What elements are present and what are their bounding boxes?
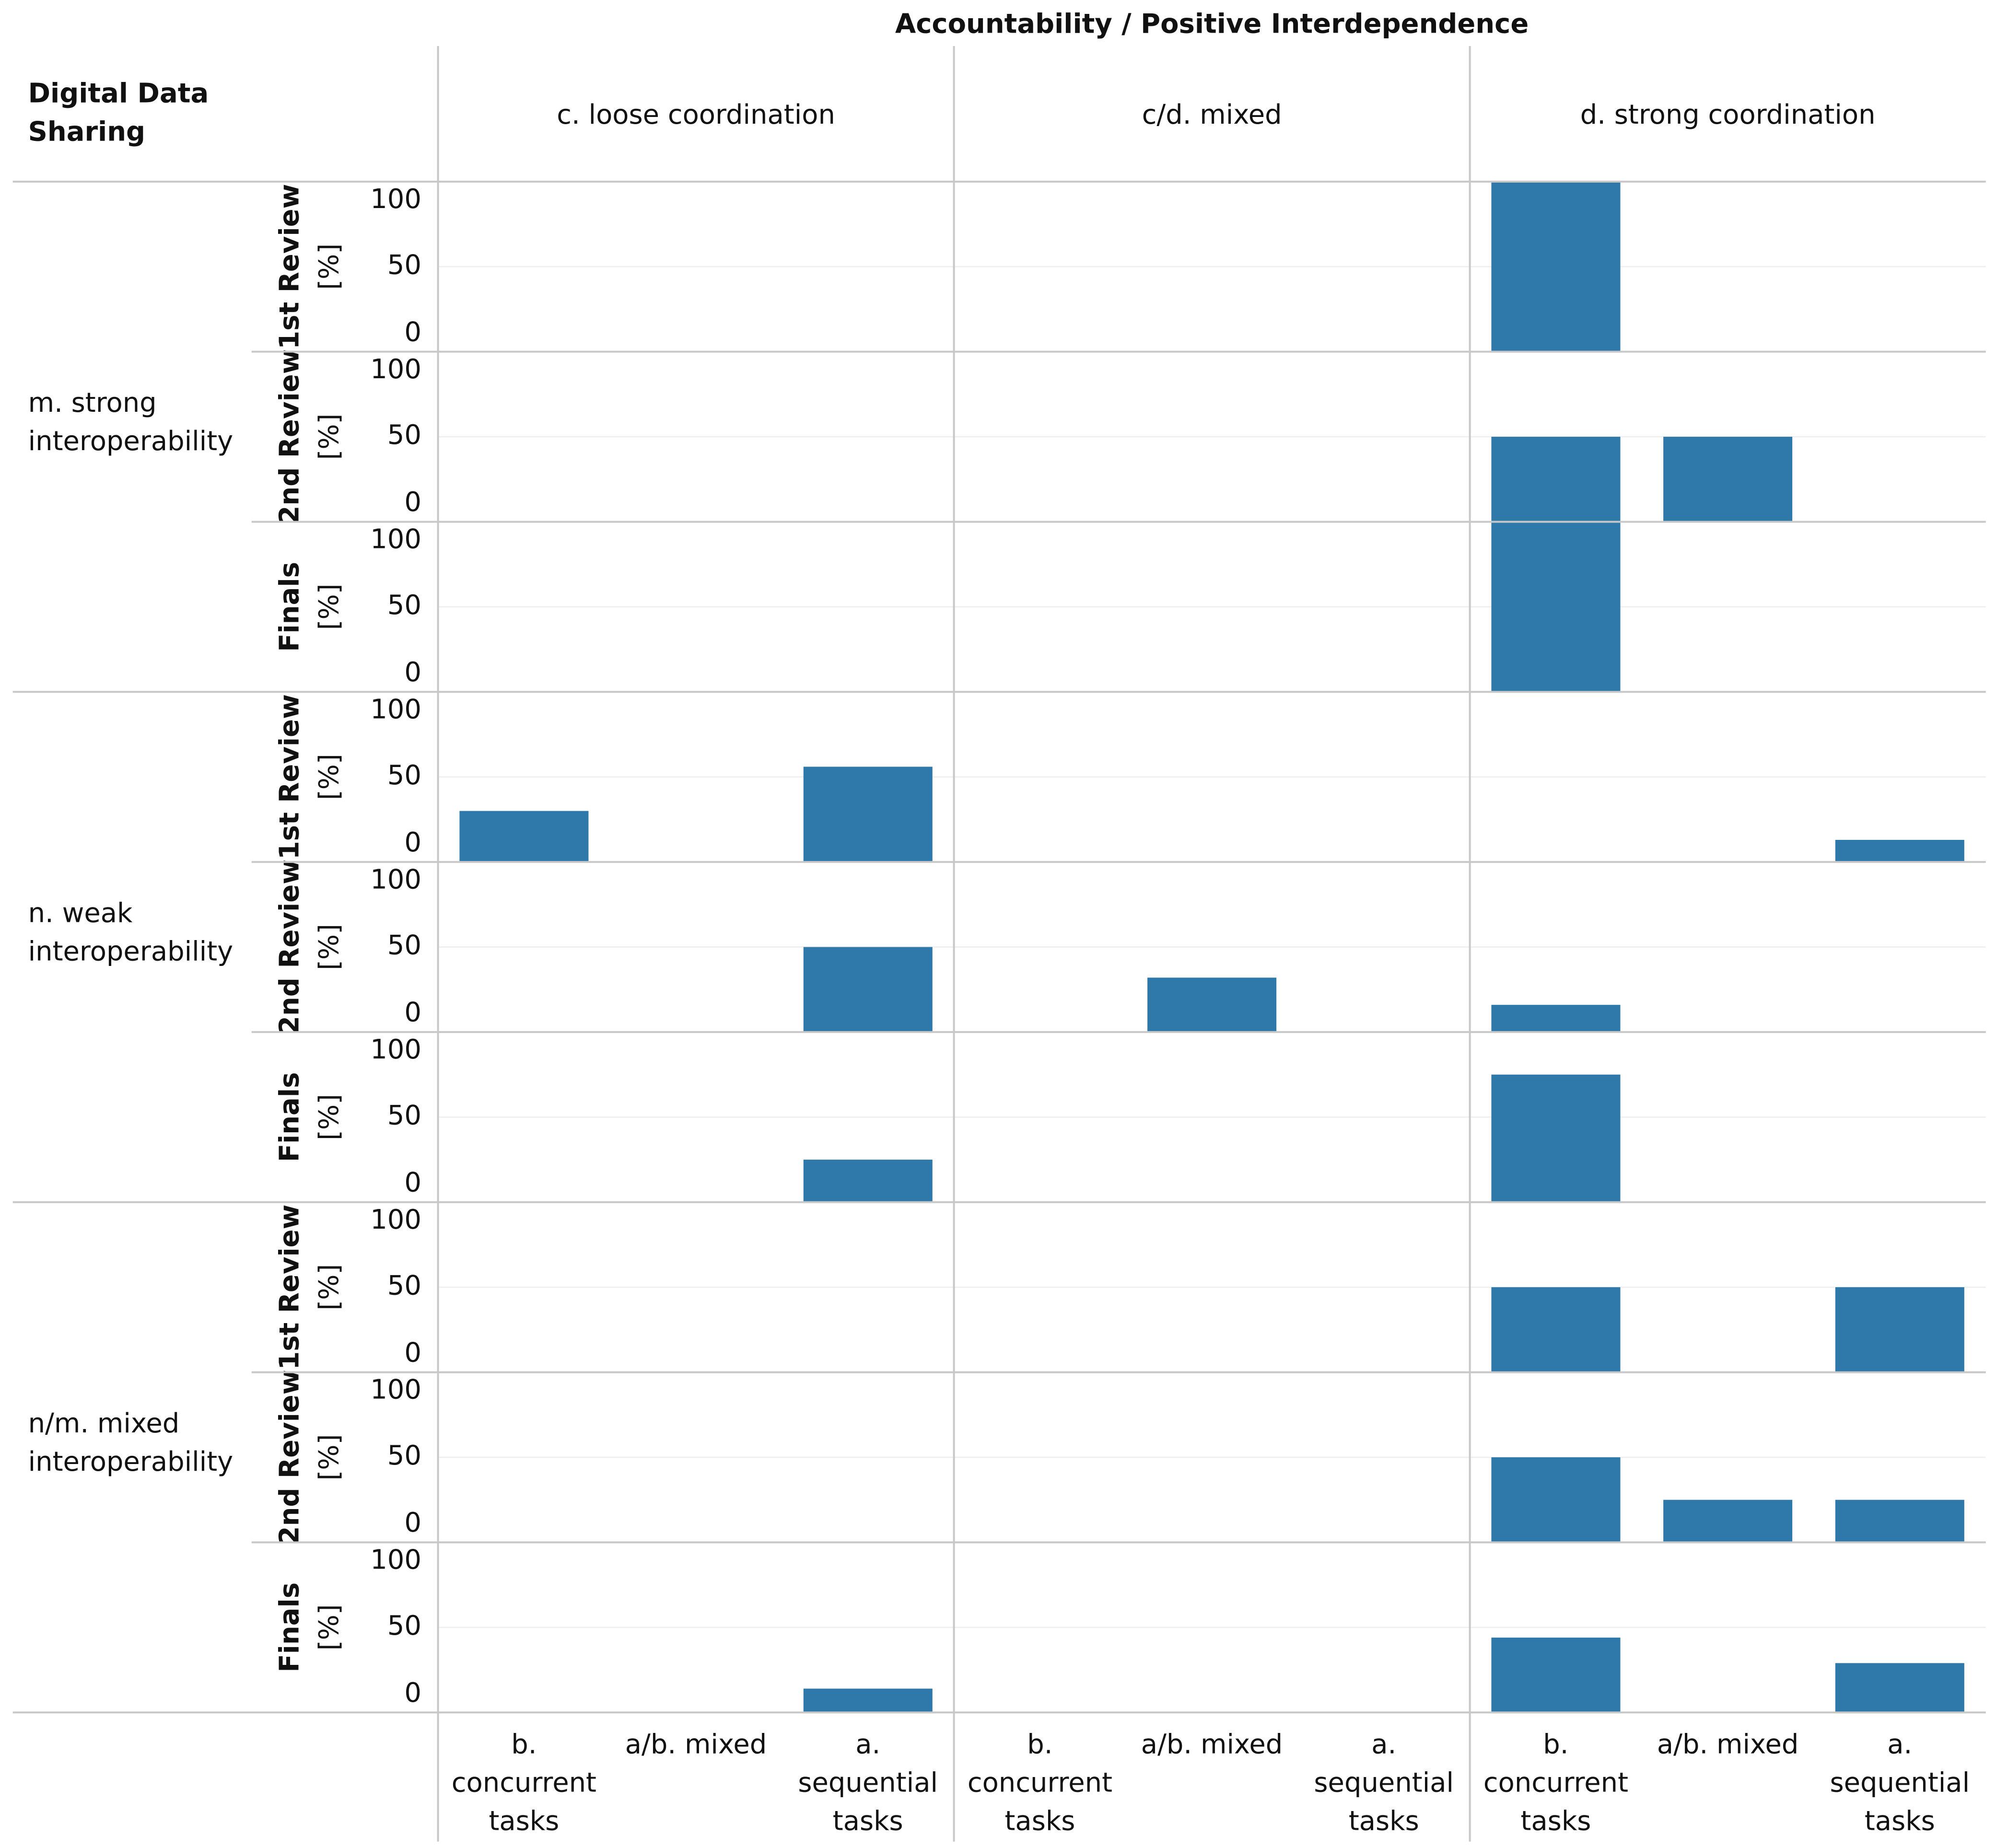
row-label: m. strong interoperability [28,387,233,456]
x-tick-label: a. sequential tasks [1314,1729,1454,1836]
y-tick-label: 50 [387,249,421,280]
measure-label: 1st Review [274,1205,305,1370]
y-tick-label: 0 [404,316,421,348]
measure-label: 1st Review [274,184,305,349]
measure-unit: [%] [314,1434,345,1481]
x-tick-label-box: b. concurrent tasks [451,1729,597,1836]
bar [1835,1499,1964,1543]
x-tick-label-box: a/b. mixed [1657,1729,1799,1760]
y-tick-label: 100 [370,694,421,725]
y-tick-label: 0 [404,487,421,518]
row-label: n/m. mixed interoperability [28,1407,233,1476]
row-label: n. weak interoperability [28,897,233,966]
y-tick-label: 50 [387,930,421,961]
bar [1835,1663,1964,1713]
y-tick-label: 0 [404,1167,421,1198]
measure-unit: [%] [314,414,345,460]
row-label-box: n. weak interoperability [28,897,233,966]
chart-title: Accountability / Positive Interdependenc… [895,8,1529,39]
bar [1663,437,1793,522]
x-tick-label: a. sequential tasks [798,1729,938,1836]
bar [803,1160,933,1202]
bar [1491,1005,1621,1032]
bar [1835,839,1964,862]
bar [1491,1457,1621,1543]
measure-label: 2nd Review [274,860,305,1034]
bar [1491,1287,1621,1372]
x-tick-label-box: a/b. mixed [1141,1729,1283,1760]
y-tick-label: 100 [370,1374,421,1406]
x-tick-label-box: b. concurrent tasks [967,1729,1113,1836]
column-header: c. loose coordination [557,99,835,130]
y-tick-label: 0 [404,1337,421,1368]
x-tick-label-box: a/b. mixed [625,1729,767,1760]
x-tick-label: a/b. mixed [625,1729,767,1760]
x-tick-label: a. sequential tasks [1830,1729,1970,1836]
bar [803,947,933,1032]
y-tick-label: 50 [387,760,421,791]
measure-label: 2nd Review [274,1370,305,1545]
y-tick-label: 100 [370,524,421,555]
row-header: Digital Data Sharing [28,78,209,147]
measure-unit: [%] [314,1604,345,1650]
y-tick-label: 50 [387,590,421,621]
y-tick-label: 50 [387,1610,421,1641]
y-tick-label: 100 [370,864,421,895]
y-tick-label: 100 [370,354,421,385]
column-header: d. strong coordination [1580,99,1876,130]
column-header: c/d. mixed [1142,99,1282,130]
measure-unit: [%] [314,924,345,970]
bar [1663,1499,1793,1543]
measure-label: Finals [274,1072,305,1162]
measure-unit: [%] [314,1094,345,1140]
x-tick-label: b. concurrent tasks [967,1729,1113,1836]
bar [1491,437,1621,522]
x-tick-label-box: a. sequential tasks [1314,1729,1454,1836]
bar [1491,1074,1621,1202]
y-tick-label: 0 [404,827,421,858]
x-tick-label: a/b. mixed [1141,1729,1283,1760]
row-header-box: Digital Data Sharing [28,78,209,147]
bar [1491,522,1621,692]
bar [803,1688,933,1713]
y-tick-label: 0 [404,1677,421,1709]
row-label-box: n/m. mixed interoperability [28,1407,233,1476]
x-tick-label: b. concurrent tasks [451,1729,597,1836]
x-tick-label-box: a. sequential tasks [798,1729,938,1836]
x-tick-label-box: a. sequential tasks [1830,1729,1970,1836]
measure-label: Finals [274,562,305,652]
y-tick-label: 50 [387,419,421,451]
x-tick-label: b. concurrent tasks [1483,1729,1629,1836]
bar [1491,1638,1621,1713]
bar [1491,181,1621,352]
measure-unit: [%] [314,583,345,630]
measure-unit: [%] [314,754,345,800]
x-tick-label: a/b. mixed [1657,1729,1799,1760]
measure-label: 2nd Review [274,349,305,524]
y-tick-label: 0 [404,997,421,1028]
bar [1835,1287,1964,1372]
y-tick-label: 0 [404,657,421,688]
bar [1147,977,1277,1032]
y-tick-label: 100 [370,1545,421,1576]
row-label-box: m. strong interoperability [28,387,233,456]
measure-label: 1st Review [274,694,305,860]
y-tick-label: 50 [387,1270,421,1301]
y-tick-label: 50 [387,1100,421,1131]
x-tick-label-box: b. concurrent tasks [1483,1729,1629,1836]
bar [459,811,589,862]
y-tick-label: 100 [370,1034,421,1065]
measure-unit: [%] [314,244,345,290]
y-tick-label: 0 [404,1507,421,1538]
y-tick-label: 100 [370,1204,421,1235]
y-tick-label: 100 [370,184,421,215]
measure-unit: [%] [314,1264,345,1311]
measure-label: Finals [274,1582,305,1673]
y-tick-label: 50 [387,1440,421,1471]
bar [803,767,933,862]
